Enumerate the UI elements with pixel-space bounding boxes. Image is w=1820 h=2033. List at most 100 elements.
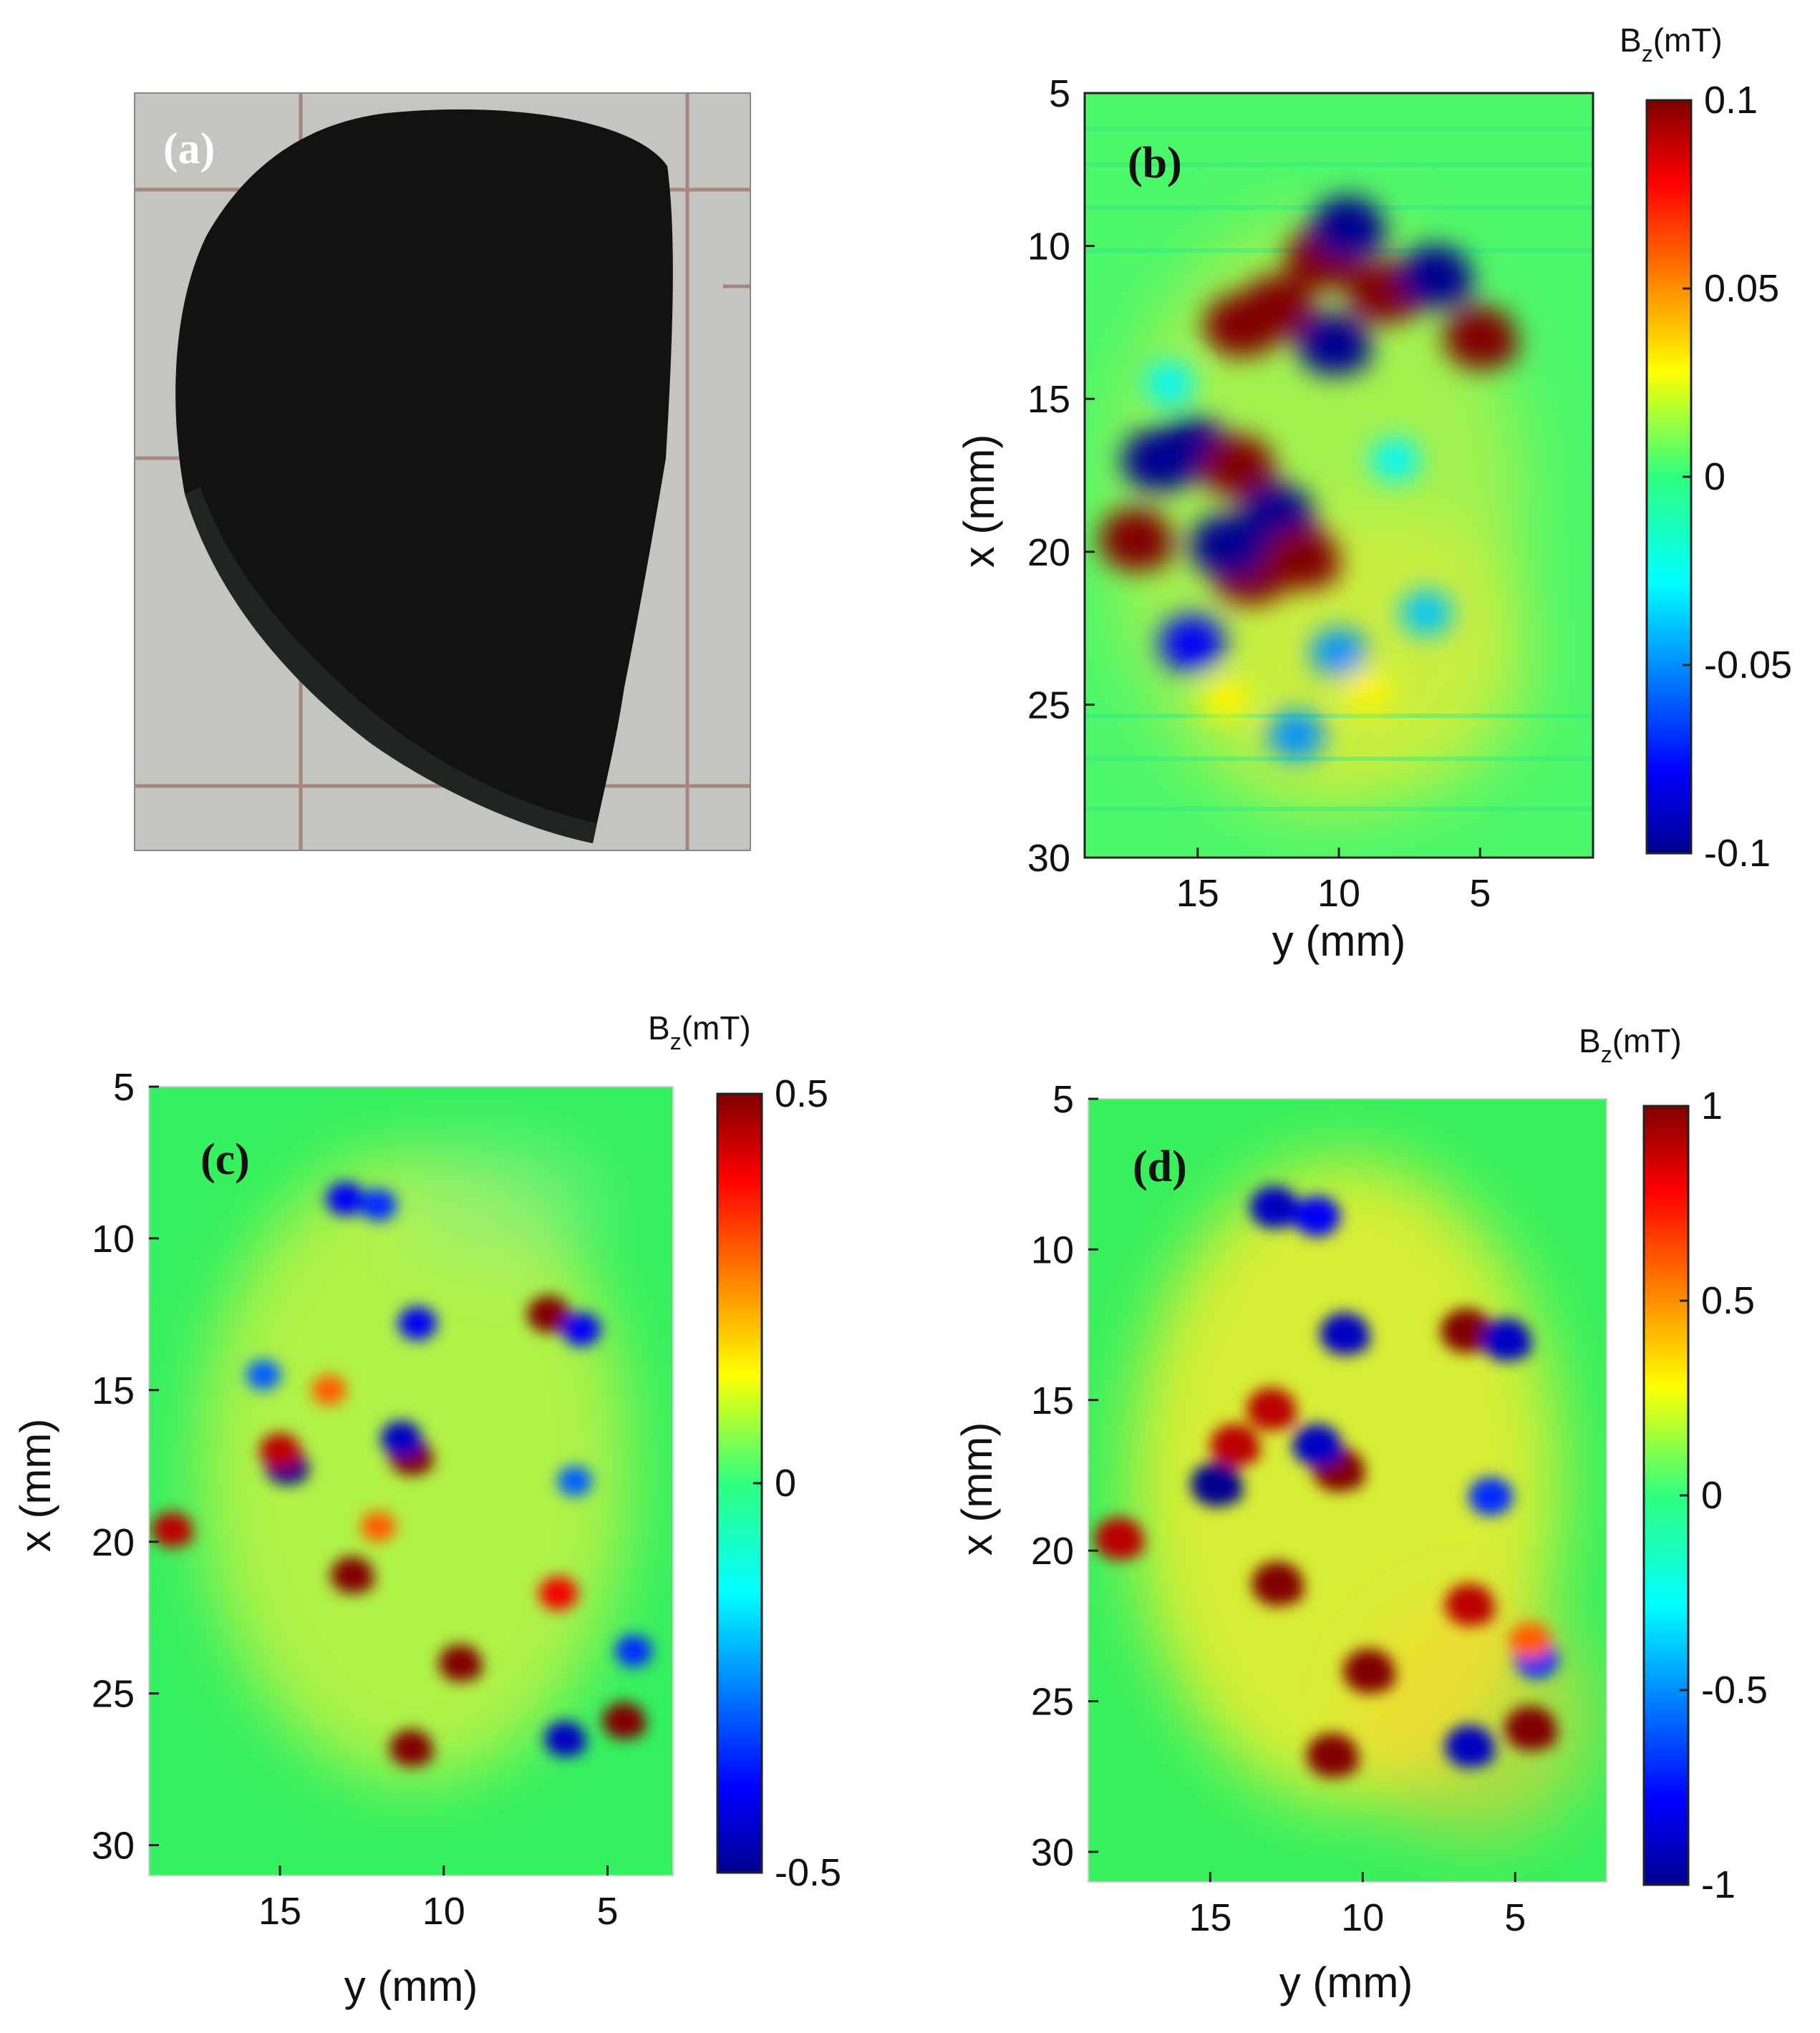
x-tick-label: 5 xyxy=(1469,872,1491,915)
anomaly-spot-lobe xyxy=(1333,1462,1365,1490)
anomaly-spot xyxy=(1293,1195,1340,1237)
anomaly-spot-lobe xyxy=(1501,1333,1532,1359)
panel-c-colorbar-ticks: 0.5 0 -0.5 xyxy=(753,1072,841,1894)
anomaly-spot-lobe xyxy=(1428,267,1473,306)
anomaly-spot xyxy=(1509,1622,1552,1659)
panel-d-x-ticks: 15 10 5 xyxy=(1189,1872,1526,1939)
y-tick-label: 20 xyxy=(1027,531,1070,574)
y-tick-label: 10 xyxy=(1027,225,1070,268)
anomaly-spot-lobe xyxy=(1267,1402,1297,1429)
panel-d-frame xyxy=(1088,1098,1607,1883)
y-tick-label: 25 xyxy=(92,1673,135,1716)
panel-c-label: (c) xyxy=(200,1135,250,1184)
anomaly-spot xyxy=(1400,590,1453,636)
anomaly-spot-lobe xyxy=(1312,1438,1343,1465)
anomaly-spot-lobe xyxy=(1231,456,1276,495)
y-tick-label: 10 xyxy=(1031,1228,1074,1271)
y-tick-label: 30 xyxy=(92,1825,135,1868)
panel-d-colorbar-label: Bz(mT) xyxy=(1579,1022,1682,1067)
anomaly-spot-lobe xyxy=(1295,548,1340,587)
panel-d-x-axis-label: y (mm) xyxy=(1279,1959,1413,2007)
panel-b-colorbar-ticks: 0.1 0.05 0 -0.05 -0.1 xyxy=(1683,79,1792,875)
panel-d-y-axis-label: x (mm) xyxy=(953,1422,1001,1556)
anomaly-spot-lobe xyxy=(1340,1327,1370,1353)
panel-a-label: (a) xyxy=(163,125,215,173)
y-tick-label: 25 xyxy=(1027,684,1070,727)
panel-b-x-axis-label: y (mm) xyxy=(1272,917,1406,965)
y-tick-label: 25 xyxy=(1031,1681,1074,1724)
anomaly-spot-lobe xyxy=(1241,563,1287,602)
colorbar-tick-label: -0.05 xyxy=(1704,644,1792,686)
y-tick-label: 5 xyxy=(1052,1078,1074,1121)
x-tick-label: 5 xyxy=(596,1890,618,1933)
anomaly-spot-lobe xyxy=(1219,535,1264,575)
anomaly-spot-lobe xyxy=(348,1569,374,1592)
colorbar-tick-label: 1 xyxy=(1701,1085,1723,1127)
colorbar-tick-label: 0 xyxy=(1704,455,1725,498)
anomaly-spot-lobe xyxy=(1327,1748,1360,1776)
y-tick-label: 10 xyxy=(92,1218,135,1261)
anomaly-spot-lobe xyxy=(620,1715,647,1738)
anomaly-spot-lobe xyxy=(1473,328,1519,367)
x-tick-label: 15 xyxy=(1176,872,1219,915)
anomaly-spot-lobe xyxy=(276,1445,301,1467)
anomaly-spot xyxy=(538,1576,579,1611)
panel-c-colorbar-label: Bz(mT) xyxy=(648,1009,751,1054)
anomaly-spot xyxy=(1268,711,1325,760)
anomaly-spot-lobe xyxy=(1526,1722,1557,1749)
panel-d-heatmap: 5 10 15 20 25 30 15 10 5 y (mm) x (mm) (d) 1 0.5… xyxy=(953,1022,1768,2007)
anomaly-spot xyxy=(398,1306,437,1341)
anomaly-spot-lobe xyxy=(1465,1740,1496,1766)
colorbar-tick-label: -0.5 xyxy=(775,1851,841,1894)
panel-c-y-ticks: 5 10 15 20 25 30 xyxy=(92,1066,159,1868)
panel-b-x-ticks: 15 10 5 xyxy=(1176,848,1491,915)
anomaly-spot xyxy=(561,1312,601,1347)
anomaly-spot-lobe xyxy=(407,1451,434,1474)
panel-b-y-ticks: 5 10 15 20 25 30 xyxy=(1027,72,1095,880)
panel-c-y-axis-label: x (mm) xyxy=(11,1419,59,1553)
y-tick-label: 5 xyxy=(113,1066,135,1109)
anomaly-spot-lobe xyxy=(1234,316,1278,354)
anomaly-spot xyxy=(360,1511,396,1542)
anomaly-spot xyxy=(1144,362,1194,405)
x-tick-label: 15 xyxy=(1189,1896,1231,1939)
y-tick-label: 30 xyxy=(1031,1831,1074,1874)
photo-frame xyxy=(134,92,751,851)
y-tick-label: 5 xyxy=(1049,72,1070,115)
colorbar-tick-label: 0.1 xyxy=(1704,79,1758,122)
y-tick-label: 20 xyxy=(92,1521,135,1564)
panel-c-x-ticks: 15 10 5 xyxy=(258,1865,619,1933)
y-tick-label: 30 xyxy=(1027,837,1070,880)
anomaly-spot-lobe xyxy=(1272,1577,1305,1604)
anomaly-spot xyxy=(615,1634,652,1667)
panel-c-frame xyxy=(148,1086,674,1876)
anomaly-spot xyxy=(1310,628,1368,677)
anomaly-spot-lobe xyxy=(1114,1532,1145,1558)
colorbar-tick-label: -0.5 xyxy=(1701,1669,1768,1712)
colorbar-tick-label: 0 xyxy=(1701,1474,1723,1517)
colorbar-tick-label: 0 xyxy=(775,1462,796,1505)
anomaly-spot xyxy=(1342,668,1392,711)
y-tick-label: 15 xyxy=(1027,378,1070,421)
anomaly-spot xyxy=(1468,1477,1514,1516)
y-tick-label: 20 xyxy=(1031,1530,1074,1573)
anomaly-spot-lobe xyxy=(1129,530,1174,568)
anomaly-spot xyxy=(557,1465,593,1497)
anomaly-spot xyxy=(1158,614,1226,673)
anomaly-spot xyxy=(246,1359,281,1390)
anomaly-spot-lobe xyxy=(1340,218,1385,256)
panel-c-anomalies xyxy=(151,1182,652,1767)
x-tick-label: 10 xyxy=(1317,872,1360,915)
panel-d-anomalies xyxy=(1094,1185,1559,1778)
colorbar-tick-label: -1 xyxy=(1701,1863,1736,1906)
anomaly-spot-lobe xyxy=(456,1657,483,1680)
anomaly-spot-lobe xyxy=(561,1733,586,1755)
anomaly-spot-lobe xyxy=(1364,1664,1396,1692)
panel-b-anomalies xyxy=(1099,195,1519,760)
panel-d-y-ticks: 5 10 15 20 25 30 xyxy=(1031,1078,1098,1874)
anomaly-spot xyxy=(326,1182,365,1216)
panel-d-label: (d) xyxy=(1133,1142,1187,1191)
x-tick-label: 10 xyxy=(1341,1896,1384,1939)
